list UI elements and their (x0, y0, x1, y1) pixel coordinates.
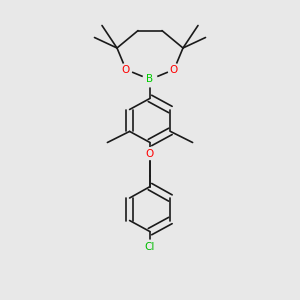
Text: B: B (146, 74, 154, 85)
Text: O: O (170, 64, 178, 75)
Text: O: O (122, 64, 130, 75)
Circle shape (143, 240, 157, 255)
Text: O: O (146, 148, 154, 159)
Circle shape (120, 64, 132, 76)
Circle shape (168, 64, 180, 76)
Text: Cl: Cl (145, 242, 155, 253)
Circle shape (143, 72, 157, 87)
Circle shape (144, 148, 156, 160)
